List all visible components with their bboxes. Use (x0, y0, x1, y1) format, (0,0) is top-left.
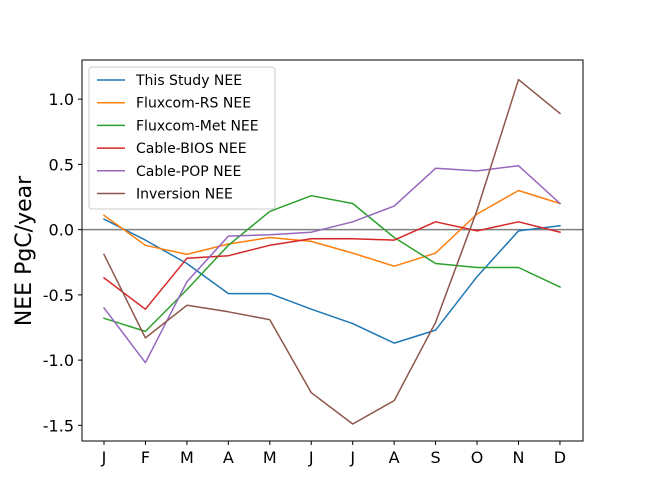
x-tick-label: O (471, 448, 484, 467)
x-tick-label: J (308, 448, 314, 467)
x-tick-label: J (101, 448, 107, 467)
y-tick-label: 0.0 (49, 221, 74, 240)
series-line-4 (102, 164, 562, 364)
series-line-5 (102, 78, 562, 425)
x-tick-label: D (554, 448, 566, 467)
y-axis: 1.0 0.5 0.0 -0.5 -1.0 -1.5 (43, 90, 82, 435)
legend-label-5: Inversion NEE (136, 187, 233, 203)
series-line-1 (102, 189, 561, 267)
y-tick-label: -0.5 (43, 286, 74, 305)
legend-box (88, 66, 276, 210)
y-tick-label: 1.0 (49, 90, 74, 109)
y-tick-label: -1.5 (43, 416, 74, 435)
series-line-3 (102, 221, 561, 310)
legend: This Study NEE Fluxcom-RS NEE Fluxcom-Met … (88, 66, 276, 210)
legend-label-3: Cable-BIOS NEE (136, 141, 247, 157)
x-tick-label: J (349, 448, 355, 467)
x-tick-label: A (223, 448, 234, 467)
legend-label-4: Cable-POP NEE (136, 164, 241, 180)
x-tick-label: S (431, 448, 441, 467)
series-line-0 (102, 218, 561, 344)
x-tick-label: N (513, 448, 525, 467)
plot-frame (81, 59, 584, 442)
series-layer (102, 78, 562, 425)
y-tick-label: -1.0 (43, 351, 74, 370)
x-tick-label: M (263, 448, 277, 467)
x-tick-label: M (180, 448, 194, 467)
y-tick-label: 0.5 (49, 155, 74, 174)
x-tick-label: A (389, 448, 400, 467)
y-axis-label: NEE PgC/year (12, 175, 37, 326)
legend-label-0: This Study NEE (135, 73, 242, 89)
x-tick-label: F (141, 448, 150, 467)
legend-label-1: Fluxcom-RS NEE (136, 96, 251, 112)
legend-label-2: Fluxcom-Met NEE (136, 118, 259, 134)
